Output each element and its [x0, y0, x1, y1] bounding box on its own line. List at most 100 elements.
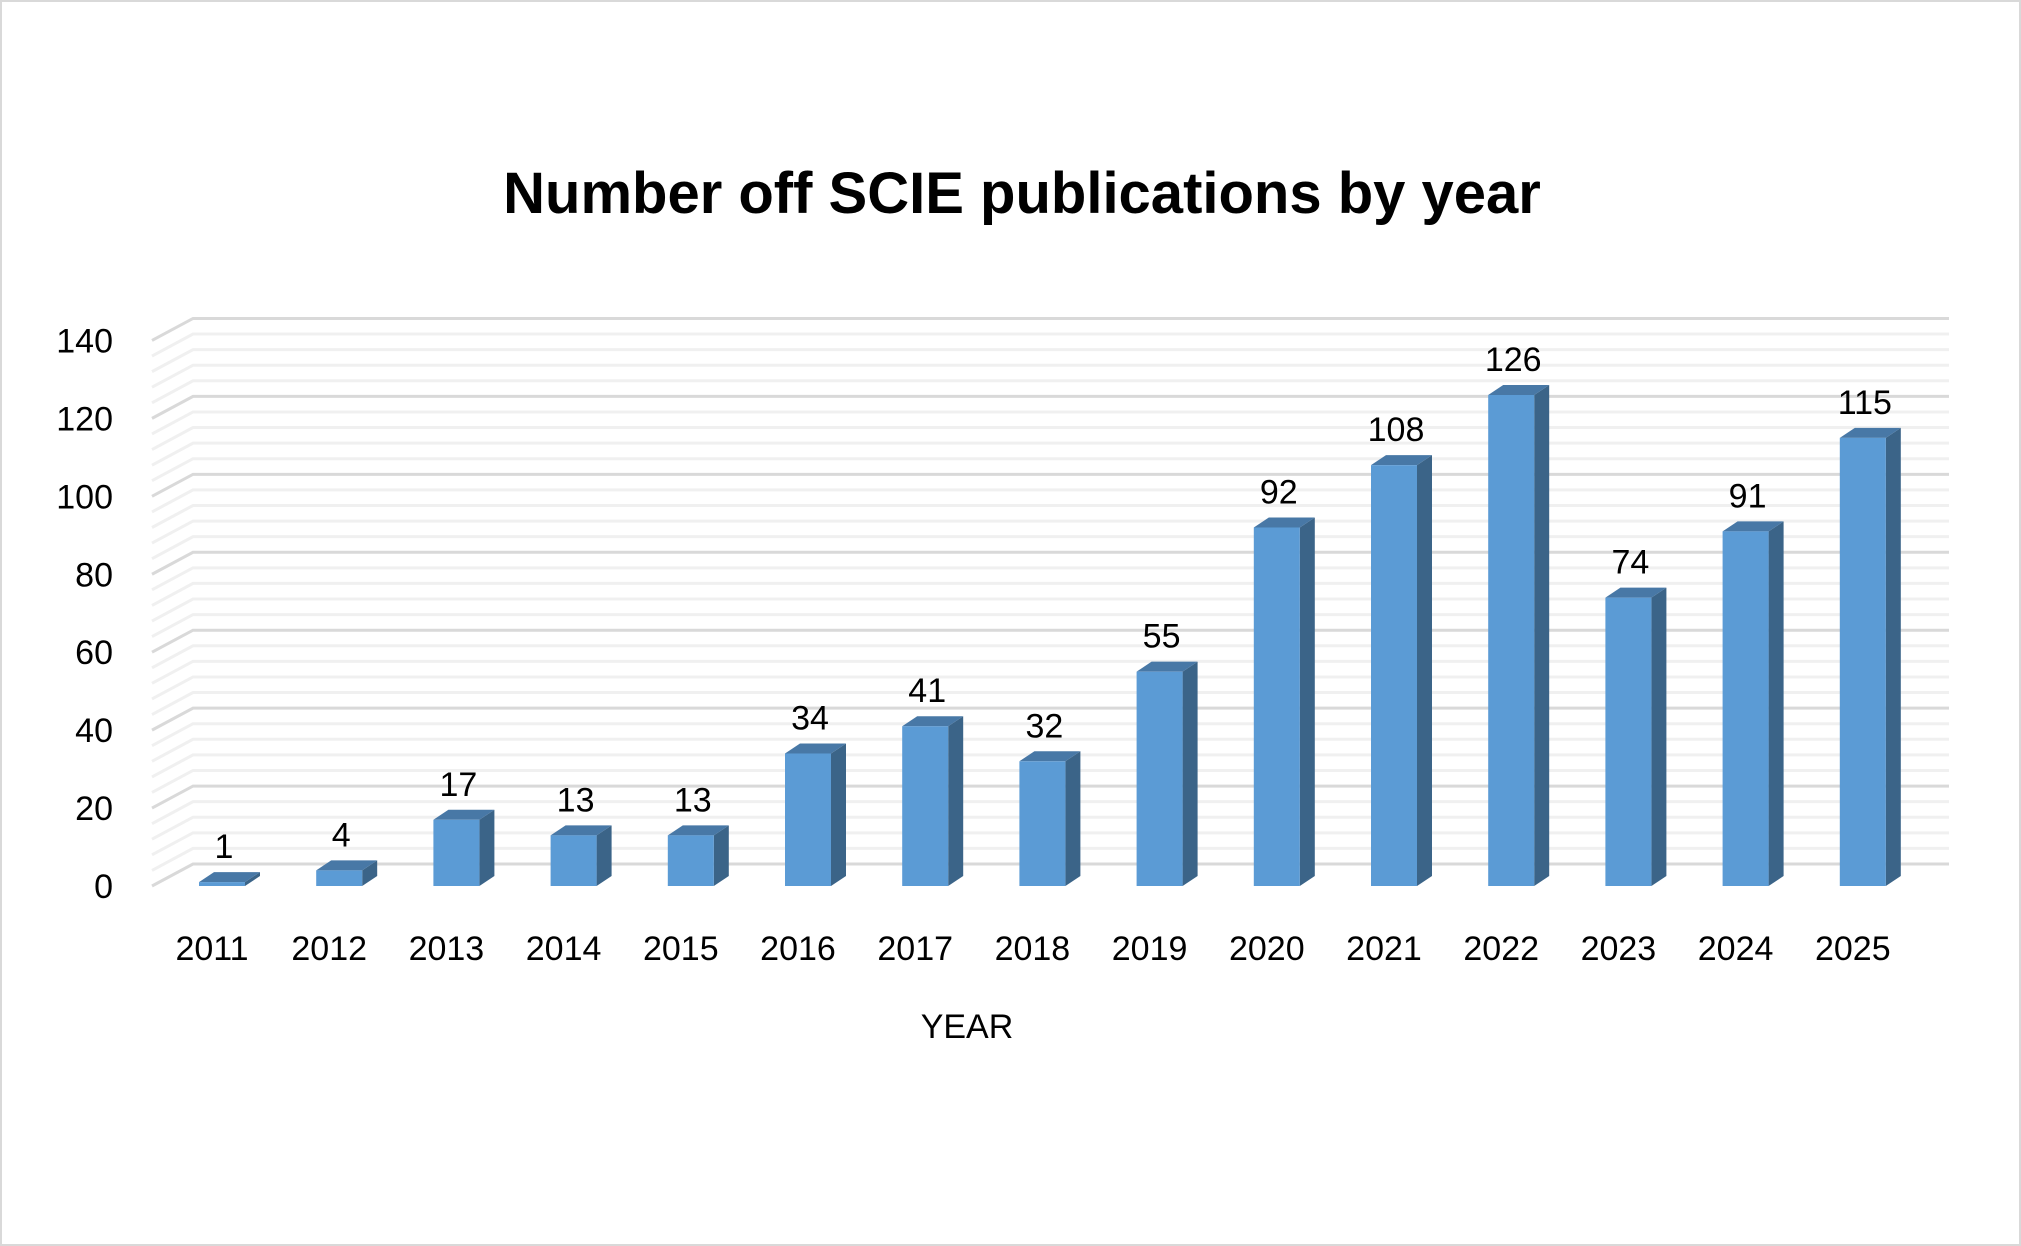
- bar-top: [1371, 455, 1432, 466]
- bar-top: [1019, 751, 1081, 762]
- bar-2019: [1136, 661, 1198, 886]
- minor-gridline: [151, 846, 1949, 872]
- y-tick-labels: 0 20 40 60 80 100 120 140: [56, 322, 113, 906]
- bar-2011: [199, 872, 260, 886]
- bar-2024: [1722, 521, 1784, 886]
- bar-side: [1299, 517, 1315, 886]
- major-gridline: [151, 862, 1949, 888]
- data-label: 92: [1260, 473, 1298, 511]
- bar-side: [245, 872, 260, 886]
- y-tick-label: 40: [75, 712, 113, 750]
- bar-2018: [1019, 751, 1081, 886]
- minor-gridline: [151, 831, 1949, 857]
- x-tick-label: 2020: [1229, 930, 1305, 968]
- minor-gridline: [151, 737, 1949, 763]
- data-label: 41: [908, 672, 946, 710]
- bar-top: [1136, 661, 1198, 672]
- x-tick-label: 2012: [291, 930, 367, 968]
- bar-front: [667, 835, 714, 886]
- bars: 1 4 17 13 13 34 41 32 55 92 108 126 74 91 115: [199, 341, 1901, 886]
- bar-2025: [1839, 427, 1901, 886]
- bar-front: [1488, 395, 1535, 886]
- bar-side: [1885, 427, 1901, 886]
- bar-front: [902, 726, 949, 886]
- bar-top: [199, 872, 260, 883]
- bar-front: [1136, 671, 1183, 886]
- bar-top: [1722, 521, 1784, 532]
- data-label: 34: [791, 700, 829, 738]
- minor-gridline: [151, 800, 1949, 825]
- minor-gridline: [151, 457, 1949, 483]
- bar-2016: [785, 743, 846, 886]
- minor-gridline: [151, 503, 1949, 529]
- bar-2023: [1605, 587, 1667, 886]
- bar-side: [1182, 661, 1198, 886]
- bar-front: [1605, 597, 1652, 886]
- bar-side: [1768, 521, 1784, 886]
- data-label: 55: [1143, 618, 1181, 656]
- major-gridline: [151, 706, 1949, 732]
- data-label: 17: [439, 766, 477, 804]
- bar-top: [550, 825, 612, 836]
- bar-side: [596, 825, 612, 886]
- data-label: 115: [1838, 384, 1892, 422]
- data-label: 32: [1025, 707, 1063, 745]
- bar-top: [1605, 587, 1667, 598]
- gridlines: [151, 316, 1949, 888]
- major-gridline: [151, 628, 1949, 654]
- data-label: 13: [557, 781, 595, 819]
- bar-side: [362, 860, 378, 886]
- minor-gridline: [151, 379, 1949, 405]
- bar-front: [433, 819, 480, 886]
- bar-front: [785, 753, 831, 886]
- bar-front: [550, 835, 597, 886]
- bar-top: [1839, 427, 1901, 438]
- bar-2020: [1253, 517, 1315, 886]
- minor-gridline: [151, 519, 1949, 545]
- x-tick-label: 2013: [409, 930, 485, 968]
- minor-gridline: [151, 659, 1949, 685]
- bar-top: [433, 809, 495, 820]
- bar-top: [316, 860, 378, 871]
- minor-gridline: [151, 332, 1949, 358]
- bar-front: [1839, 437, 1886, 886]
- minor-gridline: [151, 488, 1949, 514]
- bar-top: [1488, 385, 1550, 395]
- bar-side: [713, 825, 729, 886]
- bar-front: [199, 882, 245, 886]
- x-axis-label: YEAR: [921, 1008, 1014, 1046]
- y-tick-label: 140: [56, 322, 113, 360]
- x-tick-label: 2011: [175, 930, 248, 968]
- x-tick-label: 2015: [643, 930, 719, 968]
- minor-gridline: [151, 535, 1949, 560]
- minor-gridline: [151, 768, 1949, 794]
- bar-side: [1534, 385, 1550, 886]
- y-tick-label: 0: [94, 868, 113, 906]
- y-tick-label: 100: [56, 478, 113, 516]
- x-tick-label: 2019: [1112, 930, 1188, 968]
- minor-gridline: [151, 363, 1949, 389]
- bar-2017: [902, 716, 964, 886]
- major-gridline: [151, 472, 1949, 498]
- x-tick-labels: 2011 2012 2013 2014 2015 2016 2017 2018 2019 2020…: [175, 930, 1890, 968]
- major-gridline: [151, 316, 1949, 342]
- bar-side: [831, 743, 846, 886]
- y-tick-label: 80: [75, 556, 113, 594]
- minor-gridline: [151, 581, 1949, 607]
- major-gridline: [151, 784, 1949, 810]
- minor-gridline: [151, 441, 1949, 467]
- bar-2021: [1371, 455, 1432, 886]
- minor-gridline: [151, 644, 1949, 670]
- y-tick-label: 20: [75, 790, 113, 828]
- chart-title: Number off SCIE publications by year: [503, 161, 1541, 226]
- minor-gridline: [151, 426, 1949, 451]
- data-label: 13: [674, 781, 712, 819]
- x-tick-label: 2024: [1698, 930, 1774, 968]
- minor-gridline: [151, 753, 1949, 779]
- minor-gridline: [151, 613, 1949, 638]
- bar-front: [316, 870, 363, 886]
- bar-2013: [433, 809, 495, 886]
- bar-2014: [550, 825, 612, 886]
